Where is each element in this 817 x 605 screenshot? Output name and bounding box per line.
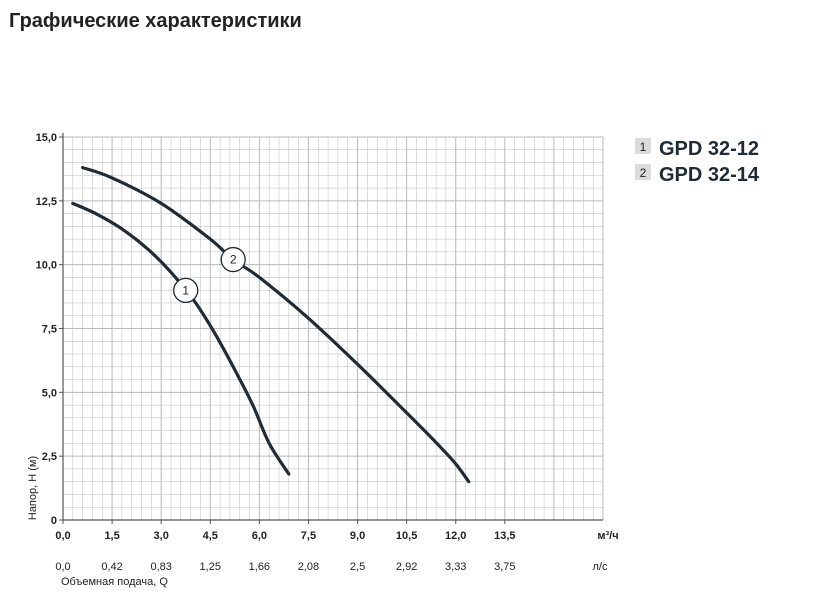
x-tick-label-ls: 3,75 <box>494 561 515 573</box>
legend-number-box <box>635 164 651 180</box>
y-tick-label: 12,5 <box>36 196 57 208</box>
x-tick-label-ls: 2,92 <box>396 561 417 573</box>
y-tick-label: 10,0 <box>36 260 57 272</box>
x-tick-label-m3h: 9,0 <box>350 530 365 542</box>
x-tick-label-ls: 0,0 <box>55 561 70 573</box>
x-tick-label-ls: 2,08 <box>298 561 319 573</box>
chart-legend: 1 GPD 32-12 2 GPD 32-14 <box>635 138 760 186</box>
legend-series-name: GPD 32-12 <box>659 138 759 160</box>
x-unit-bottom-label: л/с <box>593 561 608 573</box>
x-tick-label-ls: 3,33 <box>445 561 466 573</box>
series-line-2 <box>81 166 471 484</box>
y-tick-label: 2,5 <box>42 451 57 463</box>
x-tick-label-ls: 1,25 <box>200 561 221 573</box>
legend-series-name: GPD 32-14 <box>659 164 760 186</box>
series-line-1 <box>71 201 291 476</box>
x-tick-label-m3h: 6,0 <box>252 530 267 542</box>
series-marker-label-2: 2 <box>230 253 237 267</box>
legend-number: 2 <box>640 166 647 180</box>
y-tick-label: 0 <box>51 515 57 527</box>
legend-number: 1 <box>640 140 647 154</box>
series-marker-2 <box>220 246 246 273</box>
x-tick-label-m3h: 7,5 <box>301 530 316 542</box>
series-marker-label-1: 1 <box>182 283 189 297</box>
y-axis-title: Напор, H (м) <box>27 456 39 520</box>
chart-labels: 02,55,07,510,012,515,00,0 1,5 3,0 4,5 6,0 7,5… <box>27 132 619 588</box>
chart-series <box>71 166 471 484</box>
page-title: Графические характеристики <box>9 10 302 32</box>
chart-axes <box>59 133 603 524</box>
series-marker-1 <box>173 277 199 304</box>
x-tick-label-ls: 2,5 <box>350 561 365 573</box>
x-tick-label-m3h: 0,0 <box>55 530 70 542</box>
x-tick-label-m3h: 10,5 <box>396 530 417 542</box>
x-axis-title: Объемная подача, Q <box>61 576 168 588</box>
chart-markers: 12 <box>173 246 246 304</box>
x-tick-label-ls: 0,83 <box>150 561 171 573</box>
x-tick-label-ls: 0,42 <box>101 561 122 573</box>
y-tick-label: 5,0 <box>42 387 57 399</box>
chart-grid <box>62 136 604 521</box>
x-tick-label-ls: 1,66 <box>249 561 270 573</box>
x-unit-top-label: м³/ч <box>597 530 618 542</box>
x-tick-label-m3h: 3,0 <box>154 530 169 542</box>
y-tick-label: 15,0 <box>36 132 57 144</box>
x-tick-label-m3h: 13,5 <box>494 530 515 542</box>
x-tick-label-m3h: 4,5 <box>203 530 218 542</box>
x-tick-label-m3h: 12,0 <box>445 530 466 542</box>
y-tick-label: 7,5 <box>42 324 57 336</box>
x-tick-label-m3h: 1,5 <box>104 530 119 542</box>
legend-number-box <box>635 138 651 154</box>
